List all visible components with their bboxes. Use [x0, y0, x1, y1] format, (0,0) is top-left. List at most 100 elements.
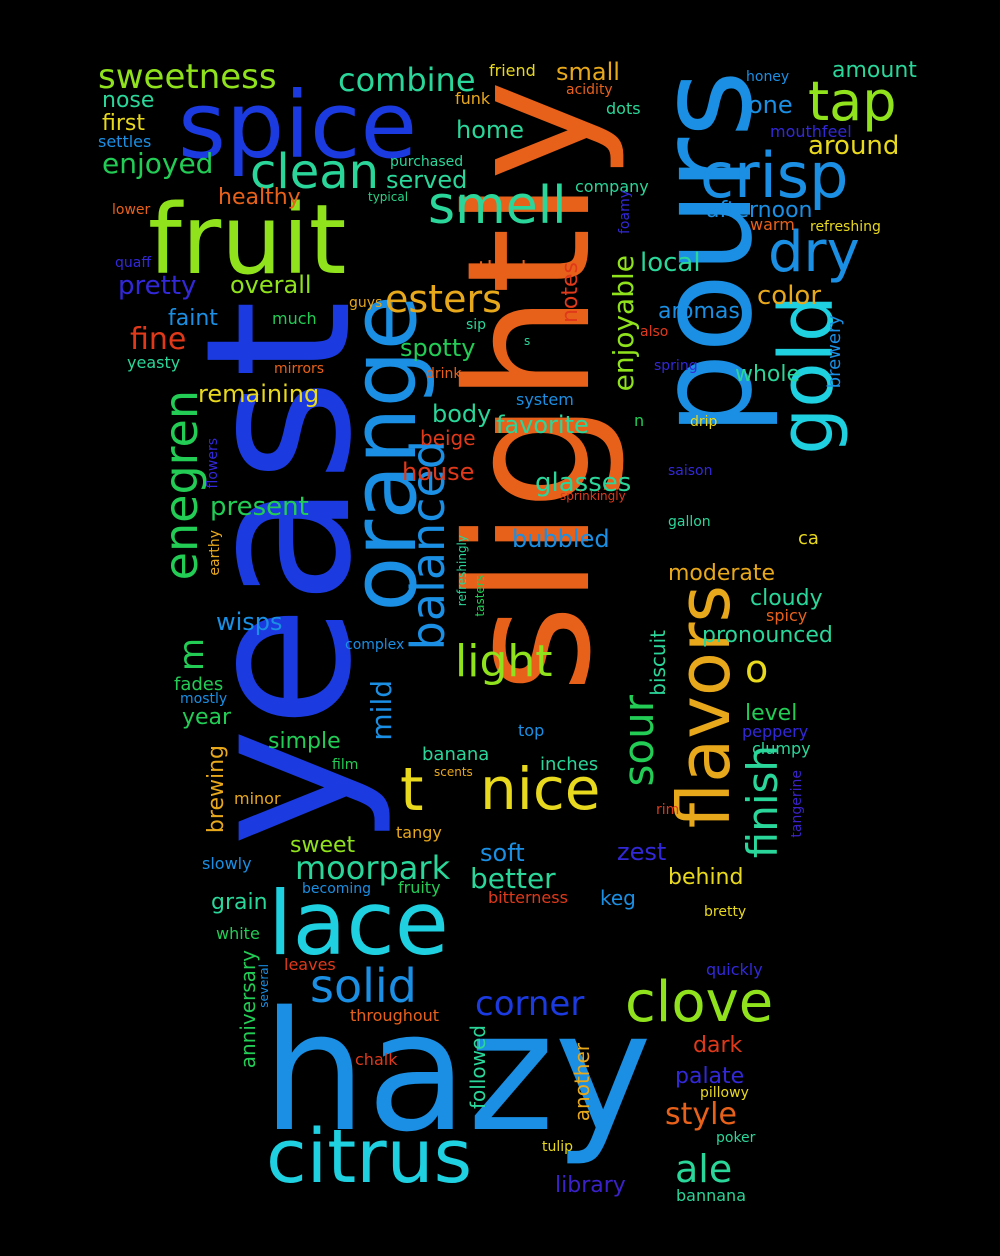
word-earthy: earthy: [207, 530, 223, 576]
word-around: around: [808, 131, 900, 161]
word-tasters: tasters: [473, 575, 487, 617]
word-color: color: [757, 281, 822, 311]
word-guys: guys: [349, 295, 383, 311]
word-enjoyed: enjoyed: [102, 147, 214, 180]
word-poker: poker: [716, 1130, 756, 1146]
word-mild: mild: [365, 680, 398, 741]
word-nice: nice: [480, 755, 601, 823]
word-honey: honey: [746, 69, 790, 85]
word-sour: sour: [614, 695, 663, 787]
word-funk: funk: [455, 89, 491, 108]
word-lower: lower: [112, 202, 151, 218]
word-one: one: [748, 91, 793, 119]
word-spicy: spicy: [766, 606, 808, 625]
word-rim: rim: [656, 802, 680, 818]
word-moorpark: moorpark: [295, 849, 451, 887]
word-flowers: flowers: [205, 438, 221, 489]
word-spring: spring: [654, 358, 698, 374]
word-refreshing: refreshing: [810, 219, 881, 235]
word-corner: corner: [475, 984, 585, 1024]
word-several: several: [257, 964, 271, 1008]
word-healthy: healthy: [218, 185, 301, 210]
word-white: white: [216, 924, 260, 943]
word-mostly: mostly: [180, 691, 228, 707]
word-company: company: [575, 177, 649, 196]
word-drink: drink: [426, 366, 462, 382]
word-tangy: tangy: [396, 823, 442, 842]
word-friend: friend: [489, 61, 536, 80]
word-s: s: [524, 334, 531, 348]
word-dark: dark: [693, 1033, 743, 1058]
word-followed: followed: [466, 1025, 490, 1109]
word-minor: minor: [234, 789, 281, 808]
word-esters: esters: [385, 277, 502, 321]
word-chalk: chalk: [355, 1050, 398, 1069]
word-simple: simple: [268, 729, 341, 754]
word-enegren: enegren: [154, 390, 208, 581]
word-pillowy: pillowy: [700, 1085, 749, 1101]
word-sip: sip: [466, 317, 487, 333]
word-favorite: favorite: [496, 411, 589, 439]
word-drip: drip: [690, 414, 718, 430]
word-afternoon: afternoon: [706, 198, 813, 223]
word-tangerine: tangerine: [789, 770, 805, 838]
word-clove: clove: [625, 970, 774, 1035]
word-enjoyable: enjoyable: [607, 255, 640, 392]
word-saison: saison: [668, 463, 713, 479]
word-gallon: gallon: [668, 514, 711, 530]
word-purchased: purchased: [390, 154, 464, 170]
word-dry: dry: [768, 220, 860, 285]
word-library: library: [555, 1173, 626, 1198]
word-slightly: slightly: [431, 80, 629, 694]
word-ca: ca: [798, 528, 819, 549]
word-bitterness: bitterness: [488, 888, 568, 907]
word-spice: spice: [178, 72, 418, 179]
word-soft: soft: [480, 839, 525, 867]
word-served: served: [386, 166, 468, 194]
word-leaves: leaves: [284, 955, 336, 974]
word-crisp: crisp: [700, 139, 849, 212]
word-body: body: [432, 400, 492, 428]
word-mouthfeel: mouthfeel: [770, 122, 852, 141]
word-small: small: [556, 58, 620, 86]
word-acidity: acidity: [566, 82, 613, 98]
word-local: local: [640, 248, 701, 278]
word-house: house: [402, 458, 475, 486]
word-clumpy: clumpy: [752, 739, 811, 758]
word-overall: overall: [230, 271, 312, 299]
word-home: home: [456, 116, 525, 144]
word-whole: whole: [735, 362, 801, 387]
word-m: m: [172, 638, 212, 672]
word-o: o: [745, 647, 769, 691]
word-palate: palate: [675, 1064, 745, 1089]
word-sweetness: sweetness: [98, 57, 277, 97]
word-biscuit: biscuit: [646, 630, 670, 696]
word-refreshingly: refreshingly: [455, 535, 469, 607]
word-brewing: brewing: [204, 745, 229, 834]
word-zest: zest: [617, 838, 667, 866]
word-quickly: quickly: [706, 960, 763, 979]
word-nose: nose: [102, 88, 155, 113]
word-peppery: peppery: [742, 722, 809, 741]
word-smell: smell: [428, 176, 567, 236]
word-yeasty: yeasty: [127, 353, 181, 372]
word-t: t: [400, 755, 424, 825]
word-sprinkingly: sprinkingly: [560, 489, 626, 503]
word-scents: scents: [434, 765, 473, 779]
word-tap: tap: [808, 70, 897, 133]
word-remaining: remaining: [198, 380, 320, 408]
word-glasses: glasses: [535, 468, 632, 498]
word-light: light: [455, 636, 553, 687]
word-bretty: bretty: [704, 904, 747, 920]
word-foamy: foamy: [617, 190, 633, 234]
word-hazy: hazy: [262, 976, 652, 1168]
word-faint: faint: [168, 306, 218, 331]
word-wisps: wisps: [216, 608, 283, 636]
word-banana: banana: [422, 744, 490, 765]
word-fruity: fruity: [398, 878, 441, 897]
word-style: style: [665, 1097, 737, 1132]
word-another: another: [570, 1043, 594, 1122]
word-warm: warm: [750, 215, 795, 234]
word-also: also: [640, 324, 669, 340]
